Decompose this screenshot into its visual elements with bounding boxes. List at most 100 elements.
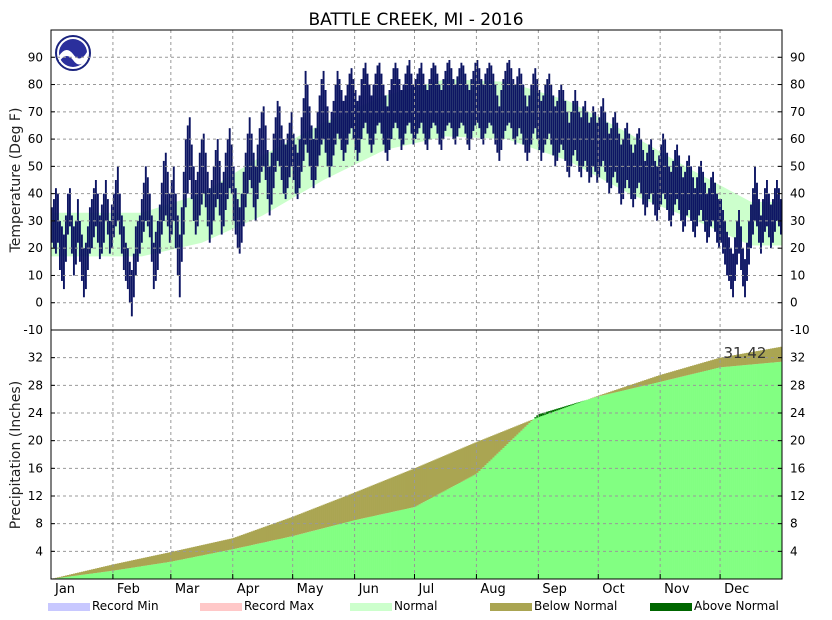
daily-temperature-bar [602,98,605,161]
legend-label: Above Normal [694,599,779,613]
daily-temperature-bar [432,62,435,123]
daily-temperature-bar [552,95,555,156]
observed-precipitation-bar [568,405,571,579]
observed-precipitation-bar [204,554,208,579]
daily-temperature-bar [682,177,685,232]
observed-precipitation-bar [90,573,94,579]
observed-precipitation-bar [484,465,487,579]
below-normal-precipitation-bar [736,354,739,366]
observed-precipitation-bar [432,496,435,579]
observed-precipitation-bar [646,384,649,579]
daily-temperature-bar [228,128,231,189]
below-normal-precipitation-bar [312,508,315,531]
below-normal-precipitation-bar [294,515,297,536]
observed-precipitation-bar [494,455,497,579]
below-normal-precipitation-bar [656,375,659,383]
observed-precipitation-bar [704,370,707,579]
daily-temperature-bar [296,152,299,200]
daily-temperature-bar [644,160,647,216]
observed-precipitation-bar [548,411,551,579]
observed-precipitation-bar [514,436,517,579]
observed-precipitation-bar [672,378,675,579]
observed-precipitation-bar [96,572,100,579]
observed-precipitation-bar [578,402,581,579]
observed-precipitation-bar [130,567,134,579]
daily-temperature-bar [600,106,603,167]
daily-temperature-bar [166,171,169,227]
below-normal-precipitation-bar [490,436,493,460]
daily-temperature-bar [418,68,421,129]
below-normal-precipitation-bar [154,555,158,565]
observed-precipitation-bar [448,488,451,579]
temperature-tick-label-right: 70 [790,105,805,119]
below-normal-precipitation-bar [770,348,773,363]
daily-temperature-bar [708,188,710,238]
daily-temperature-bar [592,106,595,167]
below-normal-precipitation-bar [690,366,693,375]
below-normal-precipitation-bar [170,551,174,562]
observed-precipitation-bar [774,362,777,579]
below-normal-precipitation-bar [138,558,142,567]
below-normal-precipitation-bar [672,371,675,379]
observed-precipitation-bar [372,516,375,579]
observed-precipitation-bar [380,514,383,579]
observed-precipitation-bar [218,551,222,579]
below-normal-precipitation-bar [524,422,527,427]
observed-precipitation-bar [286,537,289,579]
daily-temperature-bar [538,90,541,150]
below-normal-precipitation-bar [598,395,601,397]
daily-temperature-bar [144,166,147,221]
observed-precipitation-bar [324,527,327,579]
below-normal-precipitation-bar [122,562,126,569]
observed-precipitation-bar [320,528,323,579]
observed-precipitation-bar [172,561,176,579]
daily-temperature-bar [400,90,403,150]
observed-precipitation-bar [658,382,661,579]
below-normal-precipitation-bar [410,469,413,508]
observed-precipitation-bar [86,574,90,579]
daily-temperature-bar [578,111,581,172]
daily-temperature-bar [714,182,716,232]
daily-temperature-bar [382,84,385,145]
below-normal-precipitation-bar [502,431,505,448]
below-normal-precipitation-bar [140,558,144,567]
daily-temperature-bar [550,84,553,145]
below-normal-precipitation-bar [344,496,347,523]
daily-temperature-bar [574,90,577,150]
below-normal-precipitation-bar [306,510,309,533]
observed-precipitation-bar [744,365,747,579]
daily-temperature-bar [324,90,327,153]
below-normal-precipitation-bar [202,544,206,556]
below-normal-precipitation-bar [184,548,188,559]
daily-temperature-bar [246,133,249,194]
daily-temperature-bar [470,79,473,140]
observed-precipitation-bar [750,364,753,579]
below-normal-precipitation-bar [716,358,719,369]
below-normal-precipitation-bar [626,386,629,390]
daily-temperature-bar [468,90,471,150]
below-normal-precipitation-bar [750,352,753,365]
observed-precipitation-bar [446,489,449,579]
below-normal-precipitation-bar [608,392,611,394]
daily-temperature-bar [234,188,237,235]
temperature-tick-label-left: 90 [28,50,43,64]
daily-temperature-bar [326,106,329,167]
below-normal-precipitation-bar [660,374,663,382]
below-normal-precipitation-bar [342,496,345,524]
below-normal-precipitation-bar [724,356,727,367]
observed-precipitation-bar [220,551,224,579]
observed-precipitation-bar [164,562,168,579]
below-normal-precipitation-bar [400,473,403,510]
daily-temperature-bar [178,234,181,298]
daily-temperature-bar [636,133,639,189]
below-normal-precipitation-bar [458,449,461,483]
daily-temperature-bar [768,193,770,238]
below-normal-precipitation-bar [612,390,615,393]
daily-temperature-bar [182,171,185,235]
below-normal-precipitation-bar [644,379,647,386]
observed-precipitation-bar [682,376,685,579]
below-normal-precipitation-bar [742,353,745,366]
temperature-tick-label-left: 20 [28,241,43,255]
observed-precipitation-bar [108,571,112,579]
below-normal-precipitation-bar [112,564,116,571]
